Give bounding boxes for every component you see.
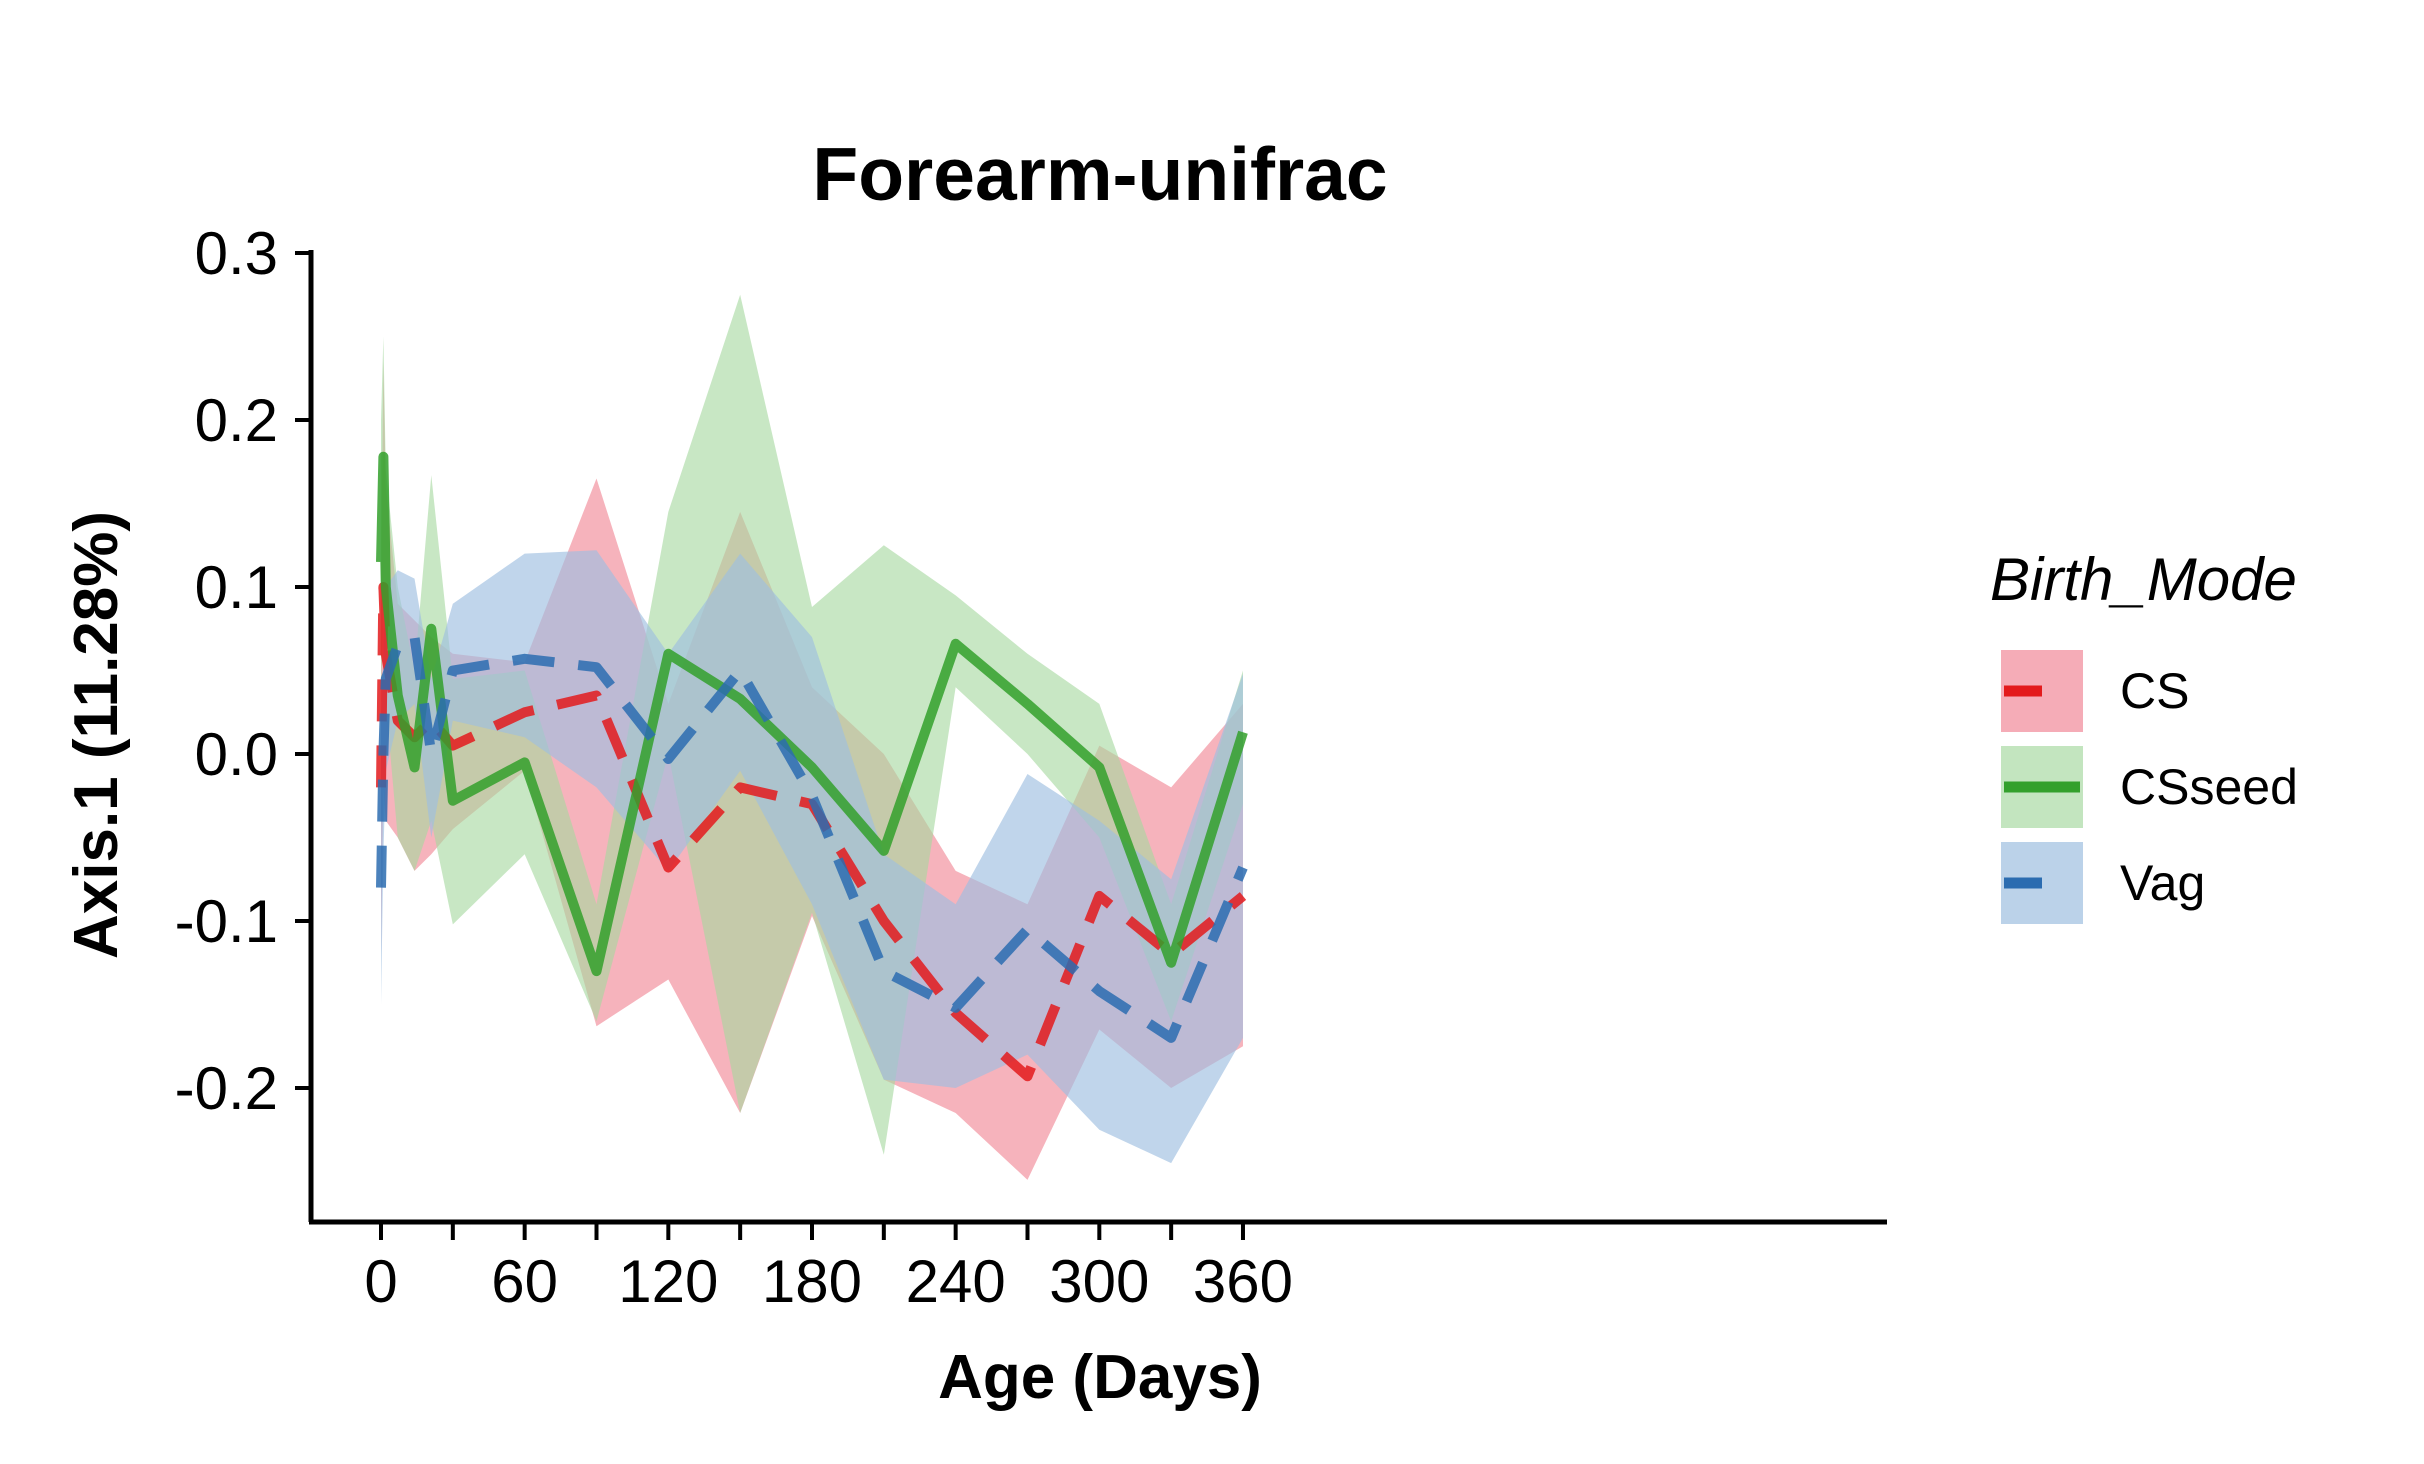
line-layer	[376, 451, 1248, 1082]
legend-label-csseed: CSseed	[2120, 759, 2298, 815]
legend-label-cs: CS	[2120, 663, 2189, 719]
x-axis-ticks: 0 60 120 180 240 300 360	[364, 1222, 1293, 1315]
y-tick-label: 0.1	[195, 554, 278, 621]
x-tick-label: 60	[491, 1248, 558, 1315]
y-tick-label: 0.3	[195, 220, 278, 287]
x-axis-title: Age (Days)	[938, 1343, 1262, 1412]
legend-title: Birth_Mode	[1990, 546, 2297, 613]
x-tick-label: 240	[906, 1248, 1006, 1315]
legend-items: CS CSseed Vag	[2001, 650, 2298, 924]
y-axis-ticks: -0.2 -0.1 0.0 0.1 0.2 0.3	[175, 220, 311, 1122]
y-tick-label: -0.2	[175, 1055, 278, 1122]
legend: Birth_Mode CS CSseed Vag	[1990, 546, 2298, 924]
ribbon-vag	[381, 550, 1243, 1164]
legend-label-vag: Vag	[2120, 855, 2205, 911]
line-csseed	[376, 451, 1248, 977]
y-axis-title: Axis.1 (11.28%)	[62, 511, 131, 959]
legend-key-vag	[2001, 842, 2083, 924]
chart-title: Forearm-unifrac	[812, 132, 1387, 216]
y-tick-label: 0.0	[195, 721, 278, 788]
x-tick-label: 0	[364, 1248, 397, 1315]
x-tick-label: 360	[1193, 1248, 1293, 1315]
line-vag	[376, 632, 1248, 1043]
x-tick-label: 120	[618, 1248, 718, 1315]
x-tick-label: 300	[1049, 1248, 1149, 1315]
x-tick-label: 180	[762, 1248, 862, 1315]
y-tick-label: -0.1	[175, 888, 278, 955]
ribbon-layer	[381, 294, 1243, 1180]
line-cs	[376, 582, 1247, 1082]
y-tick-label: 0.2	[195, 387, 278, 454]
legend-key-cs	[2001, 650, 2083, 732]
legend-key-csseed	[2001, 746, 2083, 828]
